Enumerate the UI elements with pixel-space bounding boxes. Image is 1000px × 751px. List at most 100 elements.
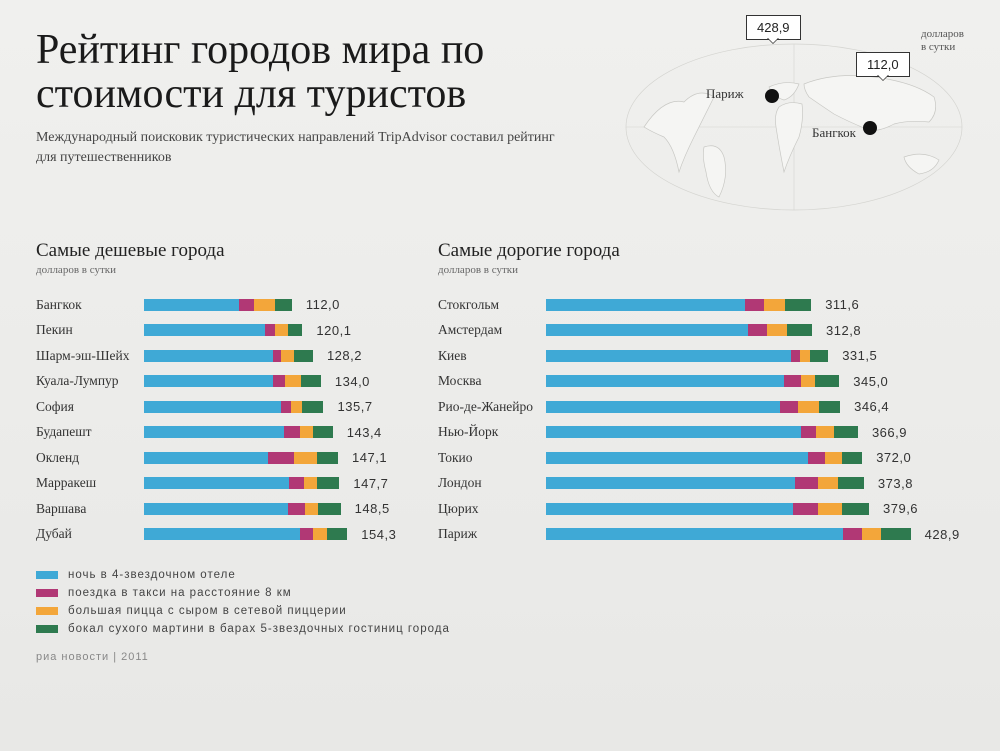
- stacked-bar: [144, 350, 313, 362]
- stacked-bar: [144, 324, 302, 336]
- stacked-bar: [546, 426, 858, 438]
- bar-segment: [254, 299, 275, 311]
- bar-segment: [300, 426, 313, 438]
- bar-value: 134,0: [335, 374, 370, 389]
- chart-row: Дубай154,3: [36, 522, 416, 548]
- chart-row: Шарм-эш-Шейх128,2: [36, 343, 416, 369]
- city-label: Киев: [438, 348, 546, 364]
- bar-segment: [843, 528, 862, 540]
- map-pin-icon: [765, 89, 779, 103]
- map-callout: 112,0: [856, 52, 910, 77]
- map-callout: 428,9: [746, 15, 801, 40]
- bar-segment: [800, 350, 810, 362]
- bar-segment: [300, 528, 313, 540]
- bar-segment: [144, 375, 273, 387]
- bar-value: 154,3: [361, 527, 396, 542]
- world-map: долларов в сутки 428,9Париж112,0Бангкок: [594, 28, 964, 218]
- bar-value: 148,5: [355, 501, 390, 516]
- stacked-bar: [144, 477, 339, 489]
- chart-row: Варшава 148,5: [36, 496, 416, 522]
- bar-segment: [787, 324, 812, 336]
- legend-swatch-icon: [36, 625, 58, 633]
- bar-segment: [825, 452, 842, 464]
- stacked-bar: [546, 324, 812, 336]
- chart-row: София135,7: [36, 394, 416, 420]
- bar-segment: [546, 401, 780, 413]
- bar-segment: [546, 503, 793, 515]
- bar-segment: [793, 503, 819, 515]
- cheap-cities-chart: Самые дешевые города долларов в сутки Ба…: [36, 240, 416, 547]
- bar-segment: [265, 324, 274, 336]
- bar-segment: [144, 350, 273, 362]
- stacked-bar: [144, 299, 292, 311]
- expensive-cities-chart: Самые дорогие города долларов в сутки Ст…: [438, 240, 978, 547]
- bar-value: 372,0: [876, 450, 911, 465]
- city-label: Лондон: [438, 475, 546, 491]
- stacked-bar: [546, 503, 869, 515]
- stacked-bar: [546, 401, 840, 413]
- bar-segment: [819, 401, 840, 413]
- stacked-bar: [144, 528, 347, 540]
- bar-segment: [275, 324, 288, 336]
- bar-segment: [313, 528, 328, 540]
- bar-segment: [798, 401, 818, 413]
- bar-segment: [289, 477, 304, 489]
- footer-credit: риа новости | 2011: [36, 651, 964, 663]
- chart-row: Париж428,9: [438, 522, 978, 548]
- bar-value: 312,8: [826, 323, 861, 338]
- bar-wrap: 346,4: [546, 399, 978, 414]
- bar-segment: [546, 299, 745, 311]
- bar-segment: [304, 477, 317, 489]
- stacked-bar: [144, 503, 341, 515]
- city-label: Бангкок: [36, 297, 144, 313]
- bar-segment: [862, 528, 881, 540]
- chart-unit: долларов в сутки: [438, 264, 978, 276]
- subtitle: Международный поисковик туристических на…: [36, 128, 556, 167]
- bar-segment: [291, 401, 303, 413]
- legend-text: большая пицца с сыром в сетевой пиццерии: [68, 605, 347, 617]
- chart-row: Марракеш147,7: [36, 471, 416, 497]
- bar-segment: [801, 375, 815, 387]
- legend-item: большая пицца с сыром в сетевой пиццерии: [36, 605, 964, 617]
- bar-wrap: 345,0: [546, 374, 978, 389]
- bar-value: 428,9: [925, 527, 960, 542]
- city-label: София: [36, 399, 144, 415]
- bar-value: 366,9: [872, 425, 907, 440]
- bar-segment: [273, 350, 281, 362]
- world-map-svg: [624, 42, 964, 212]
- city-label: Цюрих: [438, 501, 546, 517]
- bar-value: 120,1: [316, 323, 351, 338]
- bar-segment: [288, 503, 305, 515]
- bar-value: 346,4: [854, 399, 889, 414]
- city-label: Шарм-эш-Шейх: [36, 348, 144, 364]
- cheap-rows: Бангкок112,0Пекин120,1Шарм-эш-Шейх128,2К…: [36, 292, 416, 547]
- stacked-bar: [546, 452, 862, 464]
- city-label: Рио-де-Жанейро: [438, 399, 546, 415]
- chart-row: Амстердам312,8: [438, 318, 978, 344]
- chart-row: Стокгольм311,6: [438, 292, 978, 318]
- bar-segment: [546, 528, 843, 540]
- stacked-bar: [546, 350, 828, 362]
- bar-segment: [546, 375, 784, 387]
- city-label: Будапешт: [36, 424, 144, 440]
- legend-item: поездка в такси на расстояние 8 км: [36, 587, 964, 599]
- legend-text: бокал сухого мартини в барах 5-звездочны…: [68, 623, 450, 635]
- city-label: Куала-Лумпур: [36, 373, 144, 389]
- bar-wrap: 373,8: [546, 476, 978, 491]
- bar-segment: [273, 375, 285, 387]
- expensive-rows: Стокгольм311,6Амстердам312,8Киев331,5Мос…: [438, 292, 978, 547]
- bar-segment: [546, 452, 808, 464]
- bar-segment: [546, 477, 795, 489]
- bar-wrap: 154,3: [144, 527, 416, 542]
- bar-segment: [546, 350, 791, 362]
- bar-value: 311,6: [825, 297, 859, 312]
- stacked-bar: [546, 375, 839, 387]
- city-label: Варшава: [36, 501, 144, 517]
- chart-row: Окленд147,1: [36, 445, 416, 471]
- bar-segment: [838, 477, 863, 489]
- bar-wrap: 147,7: [144, 476, 416, 491]
- charts-section: Самые дешевые города долларов в сутки Ба…: [36, 240, 964, 547]
- bar-segment: [144, 401, 281, 413]
- bar-segment: [785, 299, 811, 311]
- chart-title: Самые дешевые города: [36, 240, 416, 262]
